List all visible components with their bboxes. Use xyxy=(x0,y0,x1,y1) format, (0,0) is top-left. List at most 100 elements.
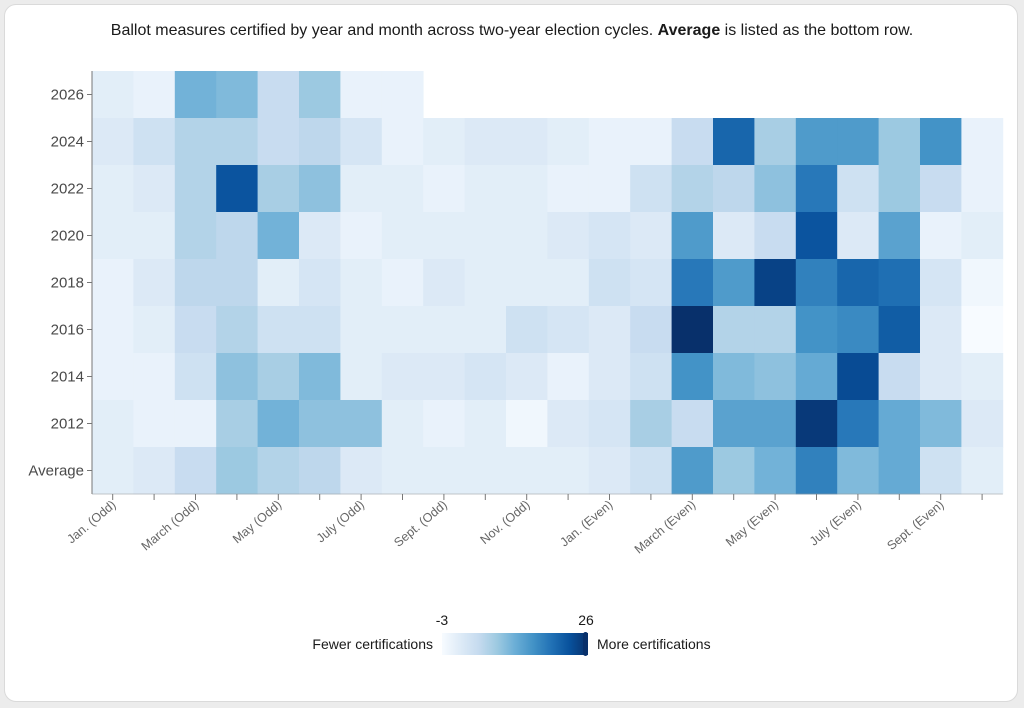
heatmap-cell xyxy=(671,353,714,401)
heatmap-cell xyxy=(837,400,879,448)
heatmap-cell xyxy=(506,212,548,260)
heatmap-cell xyxy=(795,353,838,401)
heatmap-cell xyxy=(174,400,217,448)
heatmap-cell xyxy=(961,259,1004,307)
heatmap-cell xyxy=(671,306,714,354)
heatmap-cell xyxy=(92,353,134,401)
heatmap-cell xyxy=(133,447,176,495)
heatmap-cell xyxy=(961,306,1004,354)
heatmap-cell xyxy=(340,212,383,260)
heatmap-cell xyxy=(837,447,879,495)
heatmap-cell xyxy=(588,118,631,166)
heatmap-cell xyxy=(754,118,797,166)
heatmap-cell xyxy=(299,447,341,495)
legend-high-text: More certifications xyxy=(597,636,711,652)
heatmap-cell xyxy=(878,447,921,495)
heatmap-cell xyxy=(299,306,341,354)
heatmap-cell xyxy=(464,165,507,213)
heatmap-cell xyxy=(713,212,755,260)
x-tick-label: Jan. (Odd) xyxy=(64,498,118,547)
x-tick-label: Jan. (Even) xyxy=(557,498,615,550)
heatmap-cell xyxy=(464,353,507,401)
heatmap-cell xyxy=(216,259,258,307)
heatmap-cell xyxy=(961,165,1004,213)
heatmap-cell xyxy=(423,353,465,401)
heatmap-cell xyxy=(630,353,672,401)
x-tick-label: March (Even) xyxy=(632,498,698,557)
heatmap-cell xyxy=(671,259,714,307)
heatmap-cell xyxy=(174,165,217,213)
heatmap-cell xyxy=(257,165,300,213)
heatmap-cell xyxy=(588,306,631,354)
heatmap-cell xyxy=(299,212,341,260)
heatmap-cell xyxy=(299,259,341,307)
heatmap-cell xyxy=(920,118,962,166)
heatmap-cell xyxy=(961,118,1004,166)
color-legend: -3 26 Fewer certifications More certificati… xyxy=(312,612,711,656)
heatmap-cell xyxy=(92,259,134,307)
heatmap-cell xyxy=(423,118,465,166)
heatmap-cell xyxy=(754,306,797,354)
heatmap-cell xyxy=(216,447,258,495)
heatmap-cell xyxy=(423,165,465,213)
heatmap-cell xyxy=(299,353,341,401)
heatmap-cell xyxy=(754,165,797,213)
heatmap-cell xyxy=(464,306,507,354)
heatmap-cell xyxy=(588,165,631,213)
heatmap-cell xyxy=(340,353,383,401)
y-tick-label: 2022 xyxy=(51,181,84,198)
chart-title-bold: Average xyxy=(657,22,721,39)
heatmap-cell xyxy=(257,212,300,260)
heatmap-cell xyxy=(381,212,424,260)
heatmap-cell xyxy=(754,212,797,260)
heatmap-cell xyxy=(671,118,714,166)
heatmap-cell xyxy=(671,165,714,213)
heatmap-cell xyxy=(547,306,590,354)
heatmap-cell xyxy=(174,212,217,260)
legend-low-text: Fewer certifications xyxy=(312,636,433,652)
heatmap-cell xyxy=(920,353,962,401)
heatmap-cell xyxy=(837,306,879,354)
x-tick-label: July (Even) xyxy=(807,498,864,549)
y-tick-label: 2026 xyxy=(51,87,84,104)
x-tick-label: Nov. (Odd) xyxy=(478,498,533,547)
heatmap-cell xyxy=(381,71,424,119)
heatmap-cell xyxy=(920,212,962,260)
heatmap-cell xyxy=(340,165,383,213)
heatmap-cell xyxy=(340,447,383,495)
heatmap-cell xyxy=(174,447,217,495)
heatmap-cell xyxy=(423,306,465,354)
heatmap-cell xyxy=(671,212,714,260)
heatmap-cell xyxy=(713,259,755,307)
heatmap-cell xyxy=(588,353,631,401)
heatmap-cell xyxy=(547,400,590,448)
heatmap-cell xyxy=(464,400,507,448)
heatmap-cell xyxy=(588,259,631,307)
heatmap-cell xyxy=(713,353,755,401)
heatmap-cell xyxy=(340,118,383,166)
legend-max-marker xyxy=(583,632,588,656)
heatmap-cell xyxy=(216,71,258,119)
heatmap-cell xyxy=(340,400,383,448)
heatmap-cell xyxy=(630,165,672,213)
heatmap-cell xyxy=(671,400,714,448)
heatmap-cell xyxy=(547,118,590,166)
heatmap-cell xyxy=(630,118,672,166)
heatmap-cell xyxy=(133,306,176,354)
heatmap-cell xyxy=(630,259,672,307)
heatmap-cell xyxy=(216,353,258,401)
heatmap-cell xyxy=(92,118,134,166)
heatmap-cell xyxy=(713,447,755,495)
x-axis: Jan. (Odd) March (Odd) May (Odd) July (Odd)… xyxy=(64,493,1003,557)
heatmap-cell xyxy=(299,165,341,213)
heatmap-cell xyxy=(133,212,176,260)
heatmap-cell xyxy=(630,400,672,448)
y-tick-label: 2014 xyxy=(51,369,84,386)
heatmap-cell xyxy=(795,165,838,213)
heatmap-cell xyxy=(837,118,879,166)
heatmap-cell xyxy=(920,400,962,448)
heatmap-cell xyxy=(795,259,838,307)
heatmap-cell xyxy=(920,306,962,354)
heatmap-cell xyxy=(92,447,134,495)
